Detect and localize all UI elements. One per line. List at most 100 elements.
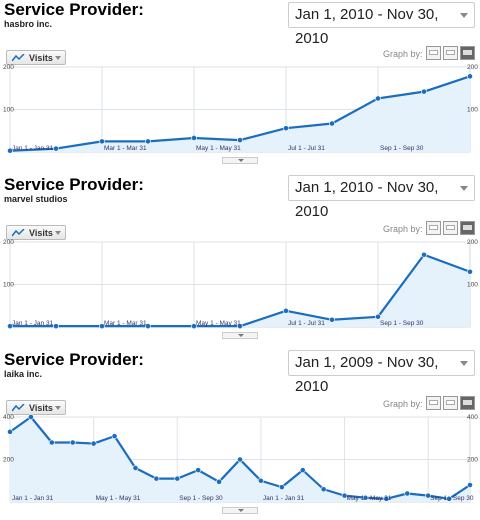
y-tick-label-right: 100 [467, 282, 478, 289]
chart-resize-handle[interactable] [222, 157, 258, 164]
chevron-down-icon [238, 334, 244, 337]
panel-title: Service Provider: [4, 0, 144, 19]
data-point [53, 323, 59, 330]
data-point [329, 120, 335, 127]
graph-by-label: Graph by: [383, 49, 423, 59]
data-point [467, 73, 473, 80]
data-point [191, 323, 197, 330]
x-tick-label: May 1 - May 31 [96, 495, 141, 502]
chart-resize-handle[interactable] [222, 332, 258, 339]
graph-by-day-button[interactable] [426, 396, 441, 410]
data-point [258, 477, 264, 484]
x-tick-label: May 1 - May 31 [196, 320, 241, 327]
x-tick-label: Sep 1 - Sep 30 [179, 495, 223, 502]
chevron-down-icon [460, 361, 468, 366]
y-tick-label-left: 200 [3, 239, 14, 246]
panel-subtitle: laika inc. [4, 369, 43, 379]
graph-by-label: Graph by: [383, 399, 423, 409]
data-point [28, 414, 34, 420]
data-point [467, 482, 473, 488]
data-point [195, 467, 202, 474]
chart-panel-3: Service Provider: laika inc. Jan 1, 2009… [0, 350, 480, 520]
date-range-picker[interactable]: Jan 1, 2010 - Nov 30, 2010 [288, 175, 475, 220]
date-range-label: Jan 1, 2009 - Nov 30, 2010 [295, 354, 439, 395]
graph-by-week-button[interactable] [443, 221, 458, 235]
chevron-down-icon [55, 231, 61, 235]
metric-selector[interactable]: Visits [6, 50, 66, 65]
graph-by-month-button[interactable] [460, 46, 475, 60]
data-point [145, 138, 151, 145]
data-point [283, 125, 289, 132]
x-tick-label: Jan 1 - Jan 31 [263, 495, 305, 502]
data-point [145, 323, 151, 330]
y-tick-label-right: 200 [467, 457, 478, 464]
y-tick-label-right: 200 [467, 64, 478, 71]
graph-by-week-button[interactable] [443, 46, 458, 60]
graph-by-day-button[interactable] [426, 221, 441, 235]
data-point [237, 456, 243, 463]
metric-selector[interactable]: Visits [6, 400, 66, 415]
graph-by-month-button[interactable] [460, 396, 475, 410]
chevron-down-icon [238, 509, 244, 512]
data-point [237, 137, 243, 143]
panel-subtitle: hasbro inc. [4, 19, 53, 29]
y-tick-label-right: 200 [467, 239, 478, 246]
data-point [90, 440, 97, 447]
data-point [278, 484, 285, 491]
graph-by-label: Graph by: [383, 224, 423, 234]
chevron-down-icon [238, 159, 244, 162]
data-point [320, 486, 327, 493]
data-point [383, 495, 390, 502]
date-range-label: Jan 1, 2010 - Nov 30, 2010 [295, 6, 439, 47]
data-point [153, 475, 160, 482]
series-area [10, 76, 470, 152]
y-tick-label-left: 100 [3, 107, 14, 114]
data-point [341, 492, 348, 499]
x-tick-label: Jul 1 - Jul 31 [288, 320, 325, 327]
x-tick-label: Jan 1 - Jan 31 [12, 495, 54, 502]
chart-panel-2: Service Provider: marvel studios Jan 1, … [0, 175, 480, 345]
x-tick-label: Mar 1 - Mar 31 [104, 320, 147, 327]
data-point [174, 475, 181, 482]
data-point [421, 88, 427, 95]
data-point [283, 307, 289, 314]
data-point [421, 251, 427, 258]
data-point [362, 494, 369, 501]
y-tick-label-left: 400 [3, 414, 14, 421]
chart-resize-handle[interactable] [222, 507, 258, 514]
data-point [446, 495, 452, 502]
panel-title: Service Provider: [4, 175, 144, 194]
date-range-picker[interactable]: Jan 1, 2010 - Nov 30, 2010 [288, 2, 475, 47]
date-range-picker[interactable]: Jan 1, 2009 - Nov 30, 2010 [288, 350, 475, 395]
chart-panel-1: Service Provider: hasbro inc. Jan 1, 201… [0, 0, 480, 170]
metric-selector[interactable]: Visits [6, 225, 66, 240]
graph-by-day-button[interactable] [426, 46, 441, 60]
data-point [375, 95, 381, 102]
data-point [99, 138, 105, 145]
panel-subtitle: marvel studios [4, 194, 68, 204]
data-point [99, 323, 105, 330]
data-point [216, 478, 222, 485]
graph-by-week-button[interactable] [443, 396, 458, 410]
chevron-down-icon [460, 186, 468, 191]
chevron-down-icon [55, 56, 61, 60]
data-point [7, 428, 13, 435]
panel-title: Service Provider: [4, 350, 144, 369]
x-tick-label: May 1 - May 31 [347, 495, 392, 502]
metric-selector-label: Visits [29, 228, 53, 238]
chevron-down-icon [55, 406, 61, 410]
data-point [7, 323, 13, 330]
x-tick-label: Jan 1 - Jan 31 [12, 145, 54, 152]
line-chart-icon [12, 229, 25, 237]
data-point [111, 433, 118, 440]
data-point [191, 135, 197, 141]
line-chart-icon [12, 404, 25, 412]
y-tick-label-left: 200 [3, 64, 14, 71]
graph-by-month-button[interactable] [460, 221, 475, 235]
series-area [10, 254, 470, 327]
data-point [69, 439, 76, 446]
x-tick-label: Sep 1 - Sep 30 [380, 320, 424, 327]
x-tick-label: May 1 - May 31 [196, 145, 241, 152]
x-tick-label: Jan 1 - Jan 31 [12, 320, 54, 327]
